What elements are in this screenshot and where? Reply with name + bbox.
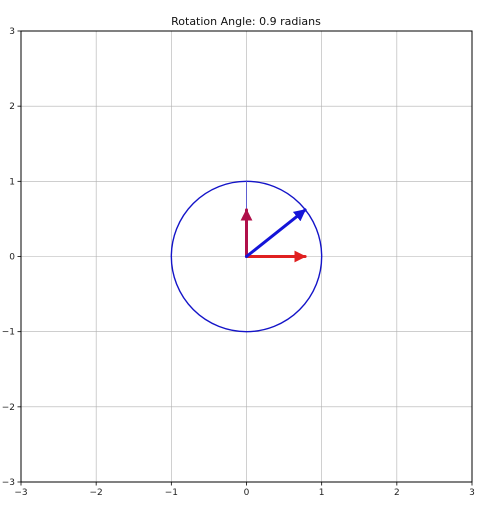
y-tick-label: 1 <box>9 177 15 187</box>
y-tick-label: 3 <box>9 27 15 37</box>
vector-arrow-3 <box>245 208 307 258</box>
y-tick-label: −2 <box>2 403 15 413</box>
x-tick-label: −3 <box>14 488 27 498</box>
y-tick-label: 2 <box>9 102 15 112</box>
x-tick-label: −2 <box>90 488 103 498</box>
chart-title: Rotation Angle: 0.9 radians <box>171 15 321 28</box>
y-tick-label: −3 <box>2 478 15 488</box>
x-tick-label: 3 <box>469 488 475 498</box>
y-tick-label: −1 <box>2 328 15 338</box>
x-tick-label: 0 <box>244 488 250 498</box>
x-tick-label: 1 <box>319 488 325 498</box>
x-tick-label: 2 <box>394 488 400 498</box>
plot-marks <box>170 180 323 333</box>
axis-ticks: −3 −2 −1 0 1 2 3 −3 −2 −1 0 1 2 3 <box>2 27 475 498</box>
y-tick-label: 0 <box>9 253 15 263</box>
x-tick-label: −1 <box>165 488 178 498</box>
